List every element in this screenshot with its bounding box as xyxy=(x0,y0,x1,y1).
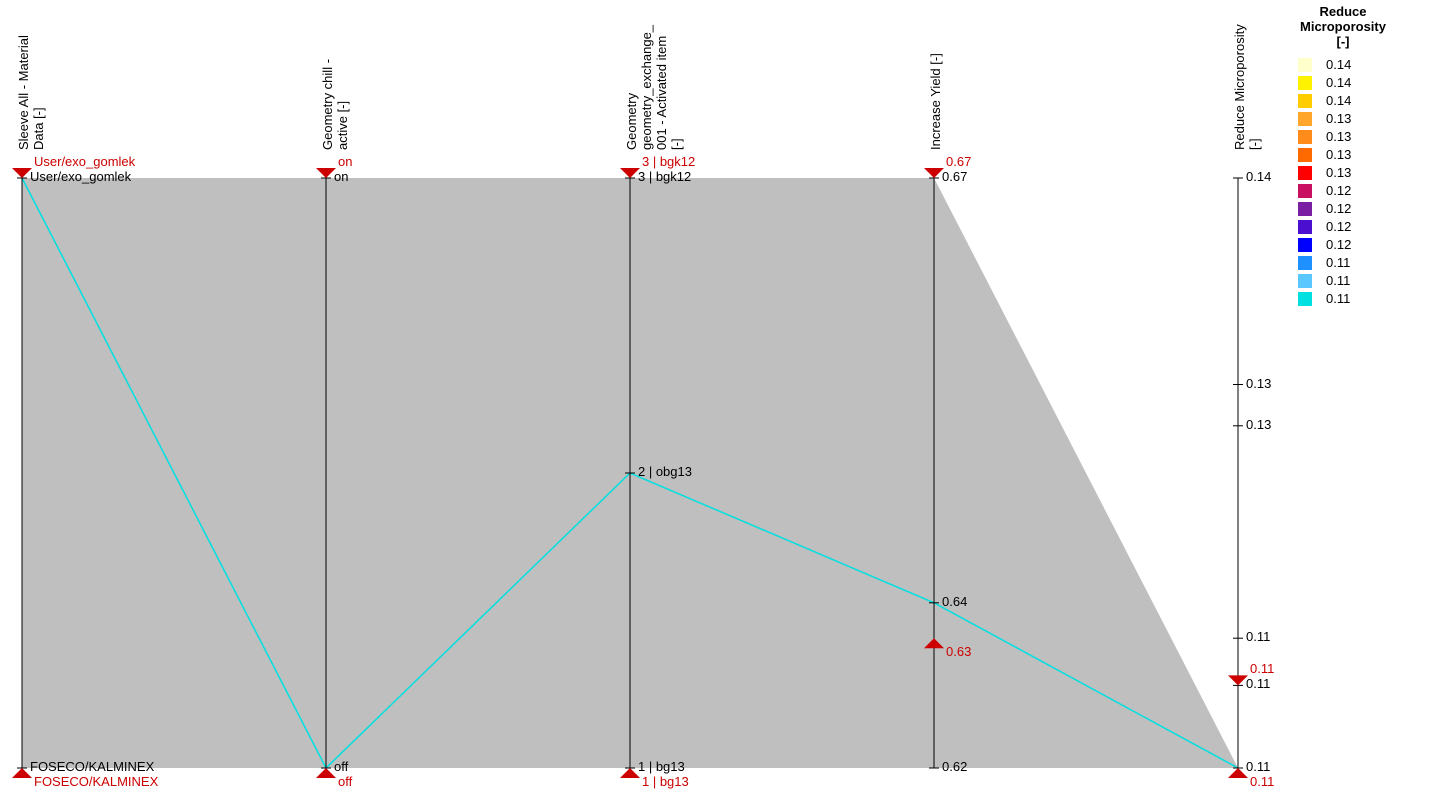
legend-item-12: 0.11 xyxy=(1278,272,1408,290)
legend-swatch-9 xyxy=(1298,220,1312,234)
legend-swatch-7 xyxy=(1298,184,1312,198)
axis2-top-limit: 3 | bgk12 xyxy=(642,154,695,169)
axis4-tick2: 0.13 xyxy=(1246,417,1271,432)
axis1-tick1: off xyxy=(334,759,348,774)
legend-item-5: 0.13 xyxy=(1278,146,1408,164)
legend-swatch-1 xyxy=(1298,76,1312,90)
axis2-tick1: 2 | obg13 xyxy=(638,464,692,479)
axis4-top-limit: 0.11 xyxy=(1250,661,1274,676)
axis0-title-line0: Sleeve All - Material xyxy=(16,35,31,150)
legend-item-10: 0.12 xyxy=(1278,236,1408,254)
legend-label-13: 0.11 xyxy=(1326,291,1350,306)
legend-swatch-3 xyxy=(1298,112,1312,126)
color-legend: ReduceMicroporosity[-] 0.14 0.14 0.14 0.13 0… xyxy=(1278,5,1408,308)
axis1-title-line0: Geometry chill - xyxy=(320,59,335,150)
axis4-slider-bottom[interactable] xyxy=(1228,768,1248,778)
legend-item-9: 0.12 xyxy=(1278,218,1408,236)
axis0-slider-bottom[interactable] xyxy=(12,768,32,778)
legend-item-4: 0.13 xyxy=(1278,128,1408,146)
legend-label-7: 0.12 xyxy=(1326,183,1351,198)
axis0-tick0: User/exo_gomlek xyxy=(30,169,131,184)
axis1-slider-bottom[interactable] xyxy=(316,768,336,778)
axis3-title-line0: Increase Yield [-] xyxy=(928,53,943,150)
legend-swatch-4 xyxy=(1298,130,1312,144)
axis1-bottom-limit: off xyxy=(338,774,352,789)
axis4-title-line1: [-] xyxy=(1247,138,1262,150)
legend-title: ReduceMicroporosity[-] xyxy=(1278,5,1408,50)
axis1-title-line1: active [-] xyxy=(335,101,350,150)
legend-swatch-13 xyxy=(1298,292,1312,306)
axis0-title-line1: Data [-] xyxy=(31,107,46,150)
legend-label-2: 0.14 xyxy=(1326,93,1351,108)
legend-label-9: 0.12 xyxy=(1326,219,1351,234)
legend-item-6: 0.13 xyxy=(1278,164,1408,182)
axis1-slider-top[interactable] xyxy=(316,168,336,178)
axis3-tick2: 0.62 xyxy=(942,759,967,774)
axis3-tick1: 0.64 xyxy=(942,594,967,609)
axis2-title-line1: geometry_exchange_ xyxy=(639,25,654,150)
axis4-bottom-limit: 0.11 xyxy=(1250,774,1274,789)
axis2-bottom-limit: 1 | bg13 xyxy=(642,774,689,789)
legend-label-3: 0.13 xyxy=(1326,111,1351,126)
legend-swatch-2 xyxy=(1298,94,1312,108)
legend-swatch-0 xyxy=(1298,58,1312,72)
axis4-tick5: 0.11 xyxy=(1246,759,1270,774)
legend-swatch-11 xyxy=(1298,256,1312,270)
legend-label-11: 0.11 xyxy=(1326,255,1350,270)
axis3-bottom-limit: 0.63 xyxy=(946,644,971,659)
axis0-tick1: FOSECO/KALMINEX xyxy=(30,759,154,774)
axis2-slider-top[interactable] xyxy=(620,168,640,178)
legend-label-0: 0.14 xyxy=(1326,57,1351,72)
legend-label-12: 0.11 xyxy=(1326,273,1350,288)
legend-item-1: 0.14 xyxy=(1278,74,1408,92)
axis1-top-limit: on xyxy=(338,154,352,169)
axis2-tick2: 1 | bg13 xyxy=(638,759,685,774)
axis4-tick4: 0.11 xyxy=(1246,676,1270,691)
axis4-title-line0: Reduce Microporosity xyxy=(1232,24,1247,150)
legend-item-0: 0.14 xyxy=(1278,56,1408,74)
axis0-slider-top[interactable] xyxy=(12,168,32,178)
legend-label-1: 0.14 xyxy=(1326,75,1351,90)
legend-item-13: 0.11 xyxy=(1278,290,1408,308)
axis2-tick0: 3 | bgk12 xyxy=(638,169,691,184)
chart-canvas xyxy=(0,0,1438,809)
legend-swatch-10 xyxy=(1298,238,1312,252)
axis4-tick0: 0.14 xyxy=(1246,169,1271,184)
legend-swatch-12 xyxy=(1298,274,1312,288)
axis0-bottom-limit: FOSECO/KALMINEX xyxy=(34,774,158,789)
legend-swatch-5 xyxy=(1298,148,1312,162)
axis1-tick0: on xyxy=(334,169,348,184)
axis3-top-limit: 0.67 xyxy=(946,154,971,169)
axis4-tick3: 0.11 xyxy=(1246,629,1270,644)
axis3-slider-top[interactable] xyxy=(924,168,944,178)
legend-item-2: 0.14 xyxy=(1278,92,1408,110)
legend-swatch-8 xyxy=(1298,202,1312,216)
axis0-top-limit: User/exo_gomlek xyxy=(34,154,135,169)
legend-item-3: 0.13 xyxy=(1278,110,1408,128)
parallel-coordinates-chart: User/exo_gomlek FOSECO/KALMINEX User/exo_g… xyxy=(0,0,1438,809)
legend-label-8: 0.12 xyxy=(1326,201,1351,216)
axis4-slider-top[interactable] xyxy=(1228,675,1248,685)
axis4-tick1: 0.13 xyxy=(1246,376,1271,391)
axis2-title-line0: Geometry xyxy=(624,93,639,150)
axis2-slider-bottom[interactable] xyxy=(620,768,640,778)
legend-item-11: 0.11 xyxy=(1278,254,1408,272)
legend-label-6: 0.13 xyxy=(1326,165,1351,180)
legend-label-5: 0.13 xyxy=(1326,147,1351,162)
axis2-title-line2: 001 - Activated item xyxy=(654,36,669,150)
axis3-tick0: 0.67 xyxy=(942,169,967,184)
axis2-title-line3: [-] xyxy=(669,138,684,150)
legend-label-4: 0.13 xyxy=(1326,129,1351,144)
legend-swatch-6 xyxy=(1298,166,1312,180)
legend-item-8: 0.12 xyxy=(1278,200,1408,218)
legend-item-7: 0.12 xyxy=(1278,182,1408,200)
legend-label-10: 0.12 xyxy=(1326,237,1351,252)
